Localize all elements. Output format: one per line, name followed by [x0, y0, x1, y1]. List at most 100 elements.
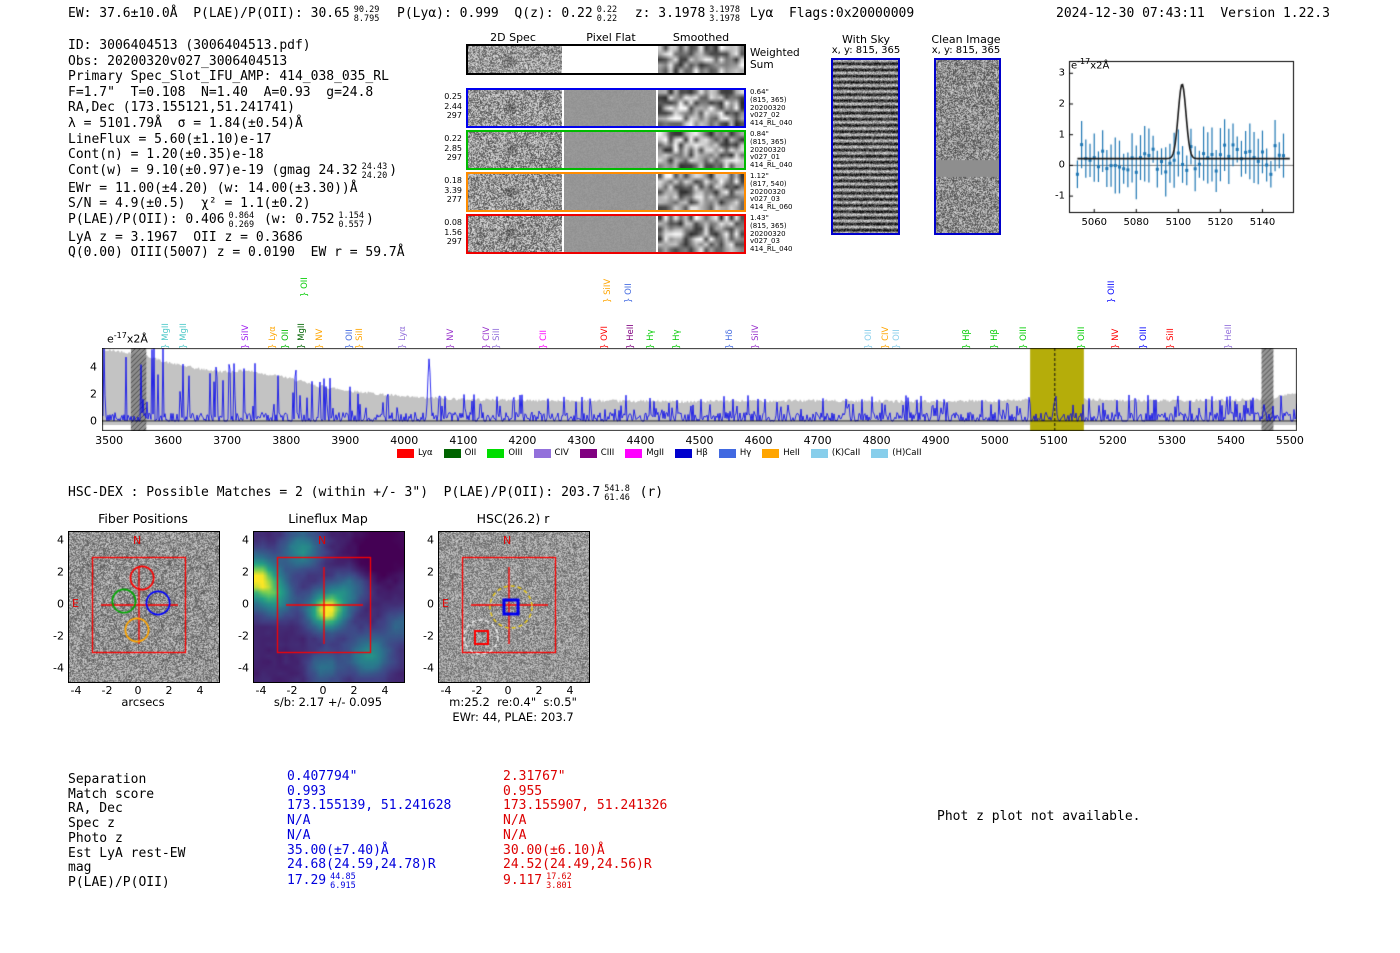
emission-line-label: } CIV: [880, 326, 891, 349]
main-xtick-label: 5100: [1039, 434, 1068, 447]
text-segment: λ = 5101.79Å σ = 1.84(±0.54)Å: [68, 115, 303, 131]
emission-line-label: } OII: [624, 283, 635, 303]
inset-ytick-label: 0: [1058, 159, 1065, 171]
spec2d-row-2d-image: [468, 90, 562, 126]
legend-item: Lyα: [397, 448, 433, 458]
main-xtick-label: 5300: [1157, 434, 1186, 447]
lineflux-map-frame: [253, 531, 405, 683]
emission-line-label: } OIII: [1076, 326, 1087, 349]
emission-line-label: } SiIV: [603, 278, 614, 303]
emission-line-label: } NV: [1110, 328, 1121, 349]
spec2d-row-smoothed-image: [658, 174, 744, 210]
withsky-image: [833, 60, 898, 233]
match-table-row-label: Match score: [68, 786, 155, 802]
withsky-image-frame: [831, 58, 900, 235]
emission-line-label: } NV: [315, 328, 326, 349]
spec2d-row-left-labels: 0.08 1.56 297: [434, 218, 462, 247]
spec2d-right-value: (815, 365): [750, 137, 787, 146]
spec2d-left-value: 0.08: [444, 218, 462, 227]
text-segment: 0.993: [287, 783, 327, 799]
cutout-ytick-label: 4: [57, 533, 64, 547]
spec2d-weighted-smoothed-image: [658, 46, 744, 73]
match-table-candidate-2: 2.31767" 0.955 173.155907, 51.241326 N/A N/A…: [503, 769, 667, 891]
spec2d-right-value: 414_RL_060: [750, 203, 793, 212]
emission-line-label: } HeII: [626, 324, 637, 349]
legend-label: Hγ: [739, 448, 752, 458]
clean-title: Clean Image: [931, 33, 1001, 46]
text-segment: ): [389, 162, 398, 178]
cutout-ytick-label: -2: [423, 629, 434, 643]
emission-line-label: } MgII: [179, 323, 190, 349]
main-xtick-label: 4400: [626, 434, 655, 447]
emission-line-label: } Hβ: [961, 329, 972, 349]
spec2d-left-value: 297: [446, 111, 462, 120]
spec2d-left-value: 277: [446, 195, 462, 204]
spec2d-right-value: 20200320: [750, 103, 786, 112]
match-table-cell: 0.993: [287, 783, 451, 800]
emission-line-label: } OII: [345, 329, 356, 349]
spec2d-row-smoothed-image: [658, 216, 744, 252]
spec2d-weighted-row: [466, 44, 746, 75]
text-segment: F=1.7" T=0.108 N=1.40 A=0.93 g=24.8: [68, 84, 374, 100]
text-segment: 9.117: [503, 872, 543, 888]
emission-line-label: } OII: [300, 277, 311, 297]
cutout-xtick-label: 4: [566, 684, 574, 697]
legend-label: Lyα: [418, 448, 433, 458]
hsc-dex-summary-line: HSC-DEX : Possible Matches = 2 (within +…: [68, 485, 663, 503]
match-table-row-label: mag: [68, 860, 92, 876]
lineflux-caption: s/b: 2.17 +/- 0.095: [273, 695, 383, 709]
inset-ylabel: e-17x2Å: [1071, 57, 1110, 72]
main-xtick-label: 3600: [154, 434, 183, 447]
hsc-cutout-frame: [438, 531, 590, 683]
legend-item: CIV: [533, 448, 569, 458]
stacked-fraction: 17.62 3.801: [546, 871, 572, 891]
legend-item: (H)CaII: [871, 448, 921, 458]
legend-label: Hβ: [696, 448, 708, 458]
summary-line: Q(0.00) OIII(5007) z = 0.0190 EW r = 59.…: [68, 245, 405, 261]
summary-line: S/N = 4.9(±0.5) χ² = 1.1(±0.2): [68, 196, 405, 212]
spec2d-right-value: (815, 365): [750, 221, 787, 230]
text-segment: 30.00(±6.10)Å: [503, 842, 605, 858]
spec2d-left-value: 0.25: [444, 92, 462, 101]
match-table-cell: 24.52(24.49,24.56)R: [503, 857, 667, 873]
emission-line-label: } SiII: [1165, 328, 1176, 349]
emission-line-label: } OII: [281, 329, 292, 349]
emission-line-label: } OII: [863, 329, 874, 349]
cutout-ytick-label: -4: [423, 661, 434, 675]
spec2d-right-value: 20200320: [750, 145, 786, 154]
spec2d-row-left-labels: 0.22 2.85 297: [434, 134, 462, 163]
withsky-xy: x, y: 815, 365: [831, 45, 901, 56]
legend-item: HeII: [762, 448, 800, 458]
text-segment: RA,Dec (173.155121,51.241741): [68, 100, 295, 116]
text-segment: EW: 37.6±10.0Å P(LAE)/P(OII): 30.65: [68, 6, 350, 21]
lineflux-map-image: [254, 532, 404, 682]
summary-line: LineFlux = 5.60(±1.10)e-17: [68, 132, 405, 148]
clean-xy: x, y: 815, 365: [931, 45, 1001, 56]
legend-label: OII: [464, 448, 477, 458]
spec2d-right-value: (817, 540): [750, 179, 787, 188]
text-segment: ID: 3006404513 (3006404513.pdf): [68, 38, 311, 53]
match-table-cell: N/A: [503, 813, 667, 829]
summary-line: RA,Dec (173.155121,51.241741): [68, 100, 405, 116]
main-ytick-label: 0: [90, 414, 97, 428]
spec2d-left-value: 1.56: [444, 227, 462, 237]
legend-swatch: [718, 448, 736, 458]
match-table-cell: 30.00(±6.10)Å: [503, 842, 667, 859]
emission-line-label: } Hδ: [725, 329, 736, 349]
legend-swatch: [810, 448, 828, 458]
emission-line-label: } SiII: [492, 328, 503, 349]
text-segment: 24.68(24.59,24.78)R: [287, 857, 436, 873]
spec2d-right-value: 0.84": [750, 130, 769, 138]
text-segment: P(LAE)/P(OII): 0.406: [68, 211, 225, 227]
text-segment: EWr = 11.00(±4.20) (w: 14.00(±3.30))Å: [68, 180, 358, 196]
inset-xtick-label: 5140: [1249, 217, 1276, 228]
cutout-ytick-label: 4: [427, 533, 434, 547]
hsc-cutout-image: [439, 532, 589, 682]
cutout-ytick-label: 0: [57, 597, 64, 611]
stacked-fraction: 0.864 0.269: [228, 210, 255, 230]
match-table-cell: 173.155139, 51.241628: [287, 799, 451, 814]
legend-swatch: [443, 448, 461, 458]
text-segment: Obs: 20200320v027_3006404513: [68, 53, 288, 69]
header-summary-line: EW: 37.6±10.0Å P(LAE)/P(OII): 30.65 90.29…: [68, 6, 914, 24]
spec2d-right-value: 20200320: [750, 187, 786, 196]
